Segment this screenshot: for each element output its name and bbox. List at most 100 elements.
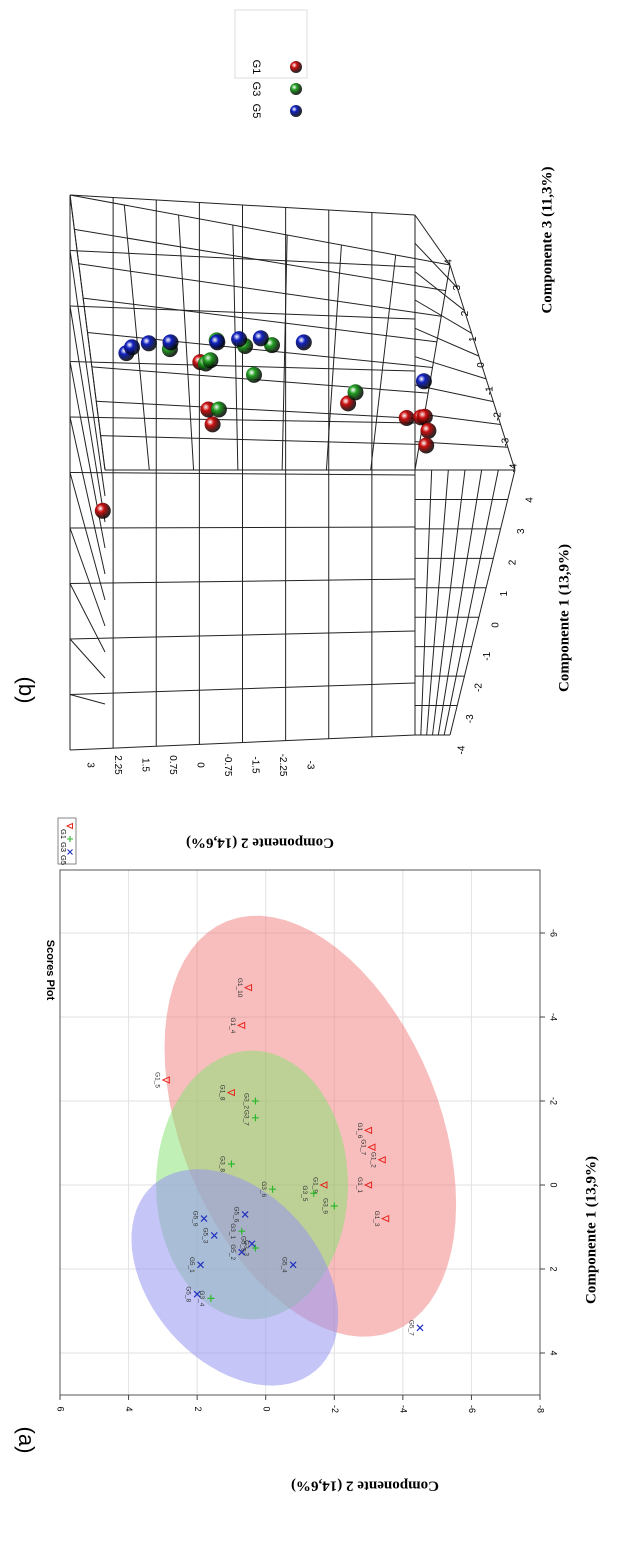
panel-a-point-label: G5_2 [229, 1244, 236, 1260]
panel-a-title: Scores Plot [44, 940, 56, 1001]
panel-b-legend-label: G3 [250, 82, 262, 97]
panel-a-point-g5-6: G5_6 [232, 1206, 249, 1223]
panel-b-sphere-g5 [162, 334, 179, 351]
panel-a-marker-x [210, 1231, 218, 1239]
panel-a-marker-plus [238, 1227, 246, 1235]
panel-a-marker-x [416, 1324, 424, 1332]
panel-a-legend-marker [67, 849, 73, 855]
panel-b-side-gridline [78, 263, 442, 317]
panel-a-x-tick-label: -6 [549, 929, 559, 937]
panel-b-x-tick-label: 4 [525, 497, 536, 503]
panel-a-marker-triangle [377, 1156, 386, 1164]
panel-b-z-axis-label: Componente 3 (11,3%) [539, 166, 555, 313]
panel-a-point-g1-2: G1_2 [370, 1152, 386, 1168]
panel-b-z-tick-label: 3 [452, 285, 463, 291]
panel-b-x-tick-label: 0 [491, 622, 502, 628]
panel-a-point-g1-1: G1_1 [356, 1177, 373, 1193]
panel-b-legend-label: G5 [250, 104, 262, 119]
panel-b-side-gridline [100, 435, 420, 445]
panel-b-y-tick-label: 2.25 [112, 755, 123, 775]
panel-a-point-g1-4: G1_4 [229, 1017, 246, 1034]
panel-a-point-label: G1_6 [356, 1122, 363, 1138]
panel-b-sphere-g5 [231, 331, 248, 348]
panel-a-point-g5-3: G5_3 [202, 1227, 218, 1244]
panel-a-ticks: -6 -4 -2 0 2 4 -8 -6 -4 -2 0 2 4 6 [56, 929, 559, 1413]
panel-b-side-gridline [69, 305, 106, 523]
panel-a-marker-triangle [226, 1088, 235, 1097]
panel-a-point-g5-7: G5_7 [407, 1320, 424, 1336]
panel-a-y-tick-label: 4 [124, 1406, 134, 1411]
panel-b-side-gridline [178, 214, 195, 471]
panel-b-floor-gridline [426, 469, 449, 736]
panel-a-x-tick-label: -2 [549, 1097, 559, 1105]
panel-b-side-gridline [69, 583, 106, 653]
panel-a-point-label: G1_1 [356, 1177, 363, 1193]
panel-b-side-gridline [69, 361, 106, 549]
panel-a-point-label: G5_8 [184, 1286, 191, 1302]
panel-b-sphere-g5 [209, 334, 226, 351]
panel-b-y-tick-label: -3 [304, 761, 315, 770]
panel-a-point-label: G3_2 [243, 1093, 250, 1109]
panel-a-marker-triangle [363, 1181, 373, 1189]
panel-b-z-tick-label: 1 [468, 336, 479, 342]
panel-b-y-tick-label: -0.75 [222, 754, 233, 777]
panel-b-legend: G1 G3 G5 [234, 9, 308, 119]
panel-a-point-g3-5: G3_5 [301, 1185, 318, 1202]
panel-a-point-label: G1_10 [236, 978, 243, 998]
panel-b-x-axis-label: Componente 1 (13,9%) [556, 544, 572, 692]
panel-b-floor-gridline [414, 271, 465, 311]
panel-a-point-g1-5: G1_5 [154, 1072, 170, 1088]
panel-b-floor-gridline [443, 469, 499, 736]
panel-a-marker-x [241, 1210, 249, 1218]
panel-a-marker-plus [251, 1244, 259, 1252]
panel-a-ellipse-g5 [131, 1169, 339, 1386]
panel-a-point-label: G3_6 [260, 1181, 267, 1197]
panel-a-confidence-ellipses [131, 915, 457, 1386]
panel-b-sphere-g1 [204, 416, 221, 433]
panel-b: (b) 3 2.25 1.5 0.75 0 -0.75 -1.5 -2.25 -3 -4 -3 -2 -… [14, 9, 572, 851]
panel-a-point-label: G3_4 [198, 1290, 205, 1306]
panel-b-floor-gridline [437, 469, 483, 736]
panel-a-marker-plus [269, 1185, 277, 1193]
panel-b-z-tick-label: 0 [476, 362, 487, 368]
panel-a-point-g3-4: G3_4 [198, 1290, 215, 1307]
panel-b-side-gridline [232, 224, 239, 471]
panel-a-y-axis-label: Componente 2 (14,6%) [291, 1478, 439, 1494]
panel-a-x-tick-label: -4 [549, 1013, 559, 1021]
panel-b-sphere-g1 [94, 502, 111, 519]
panel-a-point-g3-9: G3_9 [322, 1198, 338, 1214]
panel-a-scatter-plot: G1_1 G1_2 G1_3 G1_4 G1_5 G1_6G1_7 G1_8 G1_9 G1_1… [56, 817, 559, 1413]
panel-b-side-gridline [69, 250, 106, 497]
panel-b-spheres [94, 330, 437, 519]
panel-a-point-label: G3_8 [219, 1156, 226, 1172]
panel-a-point-g5-2: G5_2 [229, 1244, 246, 1261]
panel-a-plot-border [59, 869, 541, 1396]
panel-b-x-tick-label: -3 [465, 714, 476, 723]
panel-a-marker-x [248, 1240, 256, 1248]
panel-b-side-gridline [69, 416, 106, 575]
panel-a-point-g5-5: G5_5 [239, 1236, 256, 1252]
panel-b-sphere-g3 [202, 352, 219, 369]
panel-a-point-label: G1_9 [311, 1177, 318, 1193]
panel-b-x-tick-label: 2 [508, 559, 519, 565]
panel-a-y-tick-label: 2 [193, 1406, 203, 1411]
panel-b-side-gridline [325, 244, 342, 471]
panel-b-sphere-g1 [416, 408, 433, 425]
panel-a-legend-label: G3 [59, 842, 68, 852]
panel-b-side-gridline [83, 297, 437, 343]
panel-b-floor-gridline [414, 327, 480, 357]
panel-a-marker-plus [251, 1114, 259, 1122]
panel-a-point-label: G1_2 [370, 1152, 377, 1168]
panel-a-marker-triangle [319, 1181, 328, 1189]
panel-b-floor-gridline [414, 242, 458, 289]
panel-b-x-tick-label: -2 [474, 683, 485, 692]
panel-b-floor-gridline [414, 356, 487, 380]
panel-a-letter: (a) [14, 1427, 39, 1454]
panel-b-side-gridline [69, 694, 106, 705]
panel-b-3d-grid [69, 194, 516, 751]
panel-a-y-tick-label: 0 [261, 1406, 271, 1411]
panel-a-x-axis-label: Componente 1 (13,9%) [583, 1156, 599, 1304]
panel-b-sphere-g5 [140, 335, 157, 352]
panel-a-y-tick-label: -4 [398, 1405, 408, 1413]
